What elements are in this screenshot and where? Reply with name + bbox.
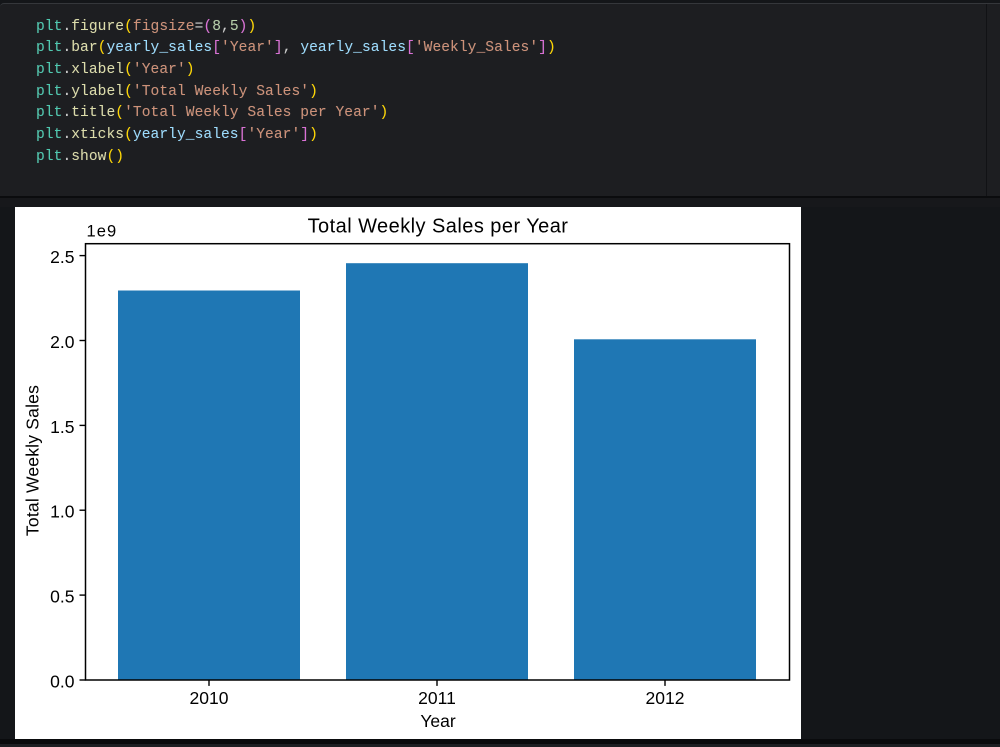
svg-text:2010: 2010: [190, 688, 229, 708]
svg-text:2.5: 2.5: [50, 247, 74, 267]
svg-text:Total Weekly Sales per Year: Total Weekly Sales per Year: [308, 216, 569, 238]
svg-text:Total Weekly Sales: Total Weekly Sales: [23, 385, 43, 536]
svg-text:1.0: 1.0: [50, 502, 75, 522]
svg-text:2.0: 2.0: [50, 332, 75, 352]
svg-text:0.5: 0.5: [50, 587, 74, 607]
svg-text:1e9: 1e9: [87, 223, 118, 241]
svg-text:2012: 2012: [646, 688, 685, 708]
svg-text:Year: Year: [420, 711, 456, 731]
svg-text:2011: 2011: [418, 688, 456, 708]
svg-text:0.0: 0.0: [50, 672, 75, 692]
svg-text:1.5: 1.5: [50, 417, 74, 437]
